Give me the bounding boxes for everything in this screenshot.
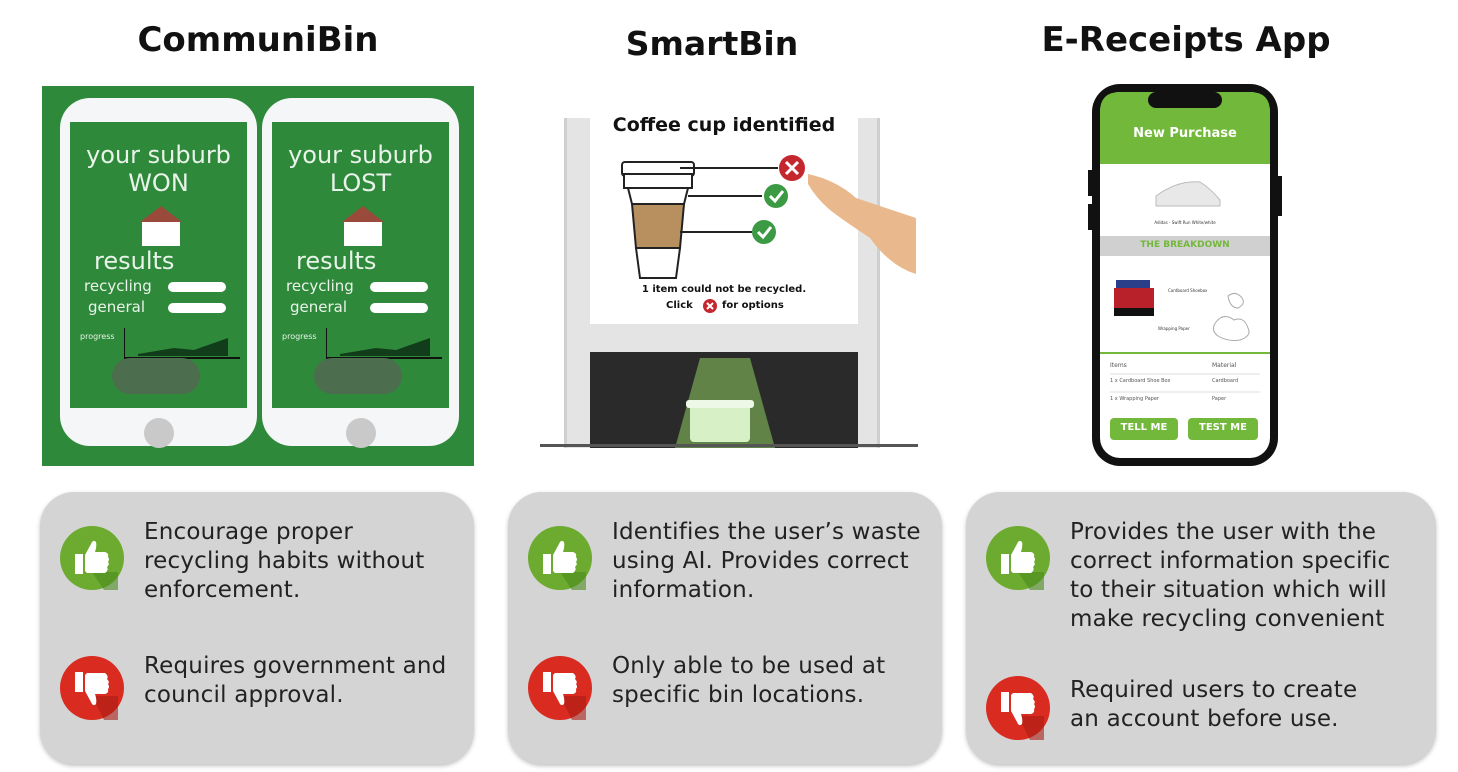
smartbin-card: Identifies the user’s waste using AI. Pr… [508, 492, 942, 764]
home-button [346, 418, 376, 448]
thumbs-up-icon [986, 526, 1050, 590]
home-button [144, 418, 174, 448]
screen-results: results [296, 247, 377, 275]
smartbin-heading: Coffee cup identified [612, 114, 836, 136]
breakdown-label: THE BREAKDOWN [1140, 240, 1230, 250]
con-text: Requires government and council approval… [144, 653, 447, 708]
smartbin-illustration: Coffee cup identified 1 item could not b… [540, 114, 918, 448]
table-col-material: Material [1212, 362, 1237, 369]
product-name: Adidas - Swift Run White/white [1154, 220, 1216, 225]
recycling-bar [370, 282, 428, 292]
row2-material: Paper [1212, 396, 1227, 402]
table-col-items: Items [1110, 362, 1127, 369]
communibin-card: Encourage proper recycling habits withou… [40, 492, 474, 764]
app-header: New Purchase [1133, 126, 1237, 141]
screen-pill [314, 358, 402, 394]
ereceipts-illustration: New Purchase Adidas - Swift Run White/wh… [1088, 84, 1284, 468]
screen-progress: progress [80, 332, 115, 341]
column-title: CommuniBin [137, 20, 379, 60]
phone-lost: your suburb LOST results recycling gener… [262, 98, 459, 448]
thumbs-up-icon [528, 526, 592, 590]
phone-screen: your suburb WON results recycling genera… [70, 122, 247, 408]
row2-item: 1 x Wrapping Paper [1110, 396, 1159, 402]
row1-item: 1 x Cardboard Shoe Box [1110, 378, 1171, 384]
screen-line1: your suburb [86, 141, 231, 169]
smartbin-note-options: for options [722, 300, 784, 311]
screen-line2: LOST [329, 169, 392, 197]
house-icon [140, 206, 182, 246]
column-title: E-Receipts App [1041, 20, 1331, 60]
general-bar [370, 303, 428, 313]
smartbin-graphic [540, 118, 918, 448]
ereceipts-card: Provides the user with the correct infor… [966, 492, 1436, 764]
phone-graphic [1088, 84, 1282, 466]
screen-pill [112, 358, 200, 394]
thumbs-up-icon [60, 526, 124, 590]
con-text: Only able to be used at specific bin loc… [612, 653, 886, 708]
smartbin-note-click: Click [666, 300, 693, 311]
screen-line1: your suburb [288, 141, 433, 169]
column-title: SmartBin [625, 24, 799, 63]
item2-label: Wrapping Paper [1158, 326, 1190, 331]
thumbs-down-icon [986, 676, 1050, 740]
pro-text: Identifies the user’s waste using AI. Pr… [612, 519, 921, 603]
general-bar [168, 303, 226, 313]
test-me-button: TEST ME [1199, 422, 1247, 433]
phone-screen: your suburb LOST results recycling gener… [272, 122, 449, 408]
house-icon [342, 206, 384, 246]
tell-me-button: TELL ME [1120, 422, 1168, 433]
screen-progress: progress [282, 332, 317, 341]
progress-graph [124, 328, 240, 359]
screen-general: general [88, 298, 146, 316]
progress-graph [326, 328, 442, 359]
screen-recycling: recycling [286, 277, 354, 295]
screen-line2: WON [128, 169, 189, 197]
con-text: Required users to create an account befo… [1070, 677, 1358, 732]
screen-results: results [94, 247, 175, 275]
thumbs-down-icon [60, 656, 124, 720]
pro-text: Provides the user with the correct infor… [1070, 519, 1391, 632]
screen-general: general [290, 298, 348, 316]
item1-label: Cardboard Shoebox [1168, 288, 1208, 293]
smartbin-note: 1 item could not be recycled. [641, 284, 807, 295]
pro-text: Encourage proper recycling habits withou… [144, 519, 425, 603]
screen-recycling: recycling [84, 277, 152, 295]
phone-won: your suburb WON results recycling genera… [60, 98, 257, 448]
row1-material: Cardboard [1212, 378, 1239, 384]
communibin-illustration: your suburb WON results recycling genera… [42, 86, 474, 466]
thumbs-down-icon [528, 656, 592, 720]
recycling-bar [168, 282, 226, 292]
